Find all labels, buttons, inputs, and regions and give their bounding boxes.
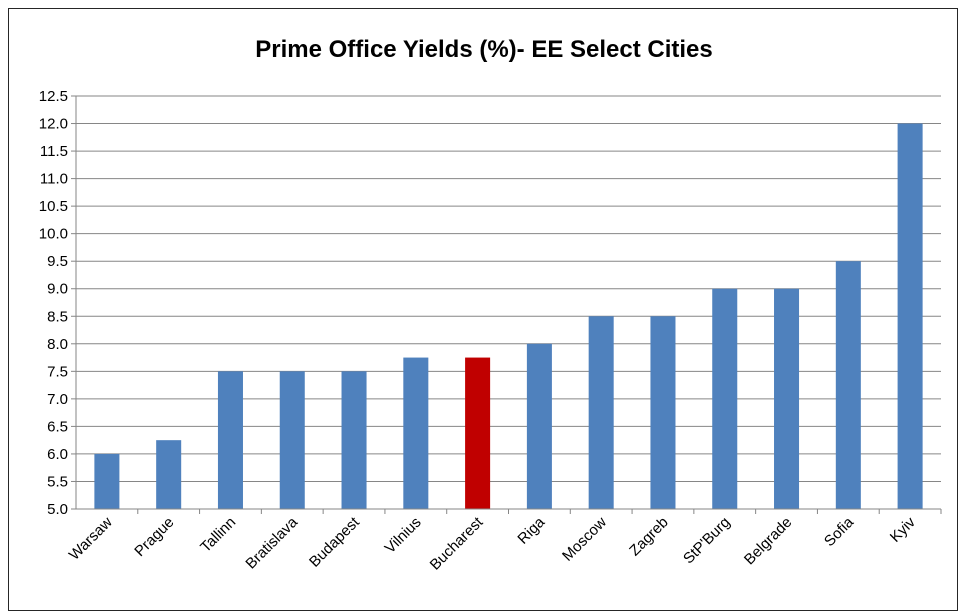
bar-kyiv xyxy=(897,123,923,510)
bar-bucharest xyxy=(465,357,491,509)
x-tick-label: Kyiv xyxy=(887,513,919,545)
bar-budapest xyxy=(341,371,367,509)
gridlines xyxy=(76,95,941,482)
y-tick-label: 9.5 xyxy=(47,253,68,270)
x-tick-label: Vilnius xyxy=(382,514,425,557)
y-tick-label: 12.0 xyxy=(39,116,68,133)
bar-prague xyxy=(156,440,182,509)
y-tick-label: 5.5 xyxy=(47,473,68,490)
y-axis-ticks: 5.0 5.5 6.0 6.5 7.0 7.5 8.0 8.5 9.0 9.5 10.0 10.5 11… xyxy=(39,88,76,518)
y-tick-label: 10.5 xyxy=(39,198,68,215)
bars xyxy=(94,123,923,510)
x-tick-label: Tallinn xyxy=(197,514,239,556)
y-tick-label: 7.0 xyxy=(47,391,68,408)
y-tick-label: 5.0 xyxy=(47,501,68,518)
y-tick-label: 8.5 xyxy=(47,308,68,325)
y-tick-label: 8.0 xyxy=(47,336,68,353)
chart-title: Prime Office Yields (%)- EE Select Citie… xyxy=(255,36,713,63)
y-tick-label: 6.5 xyxy=(47,418,68,435)
y-tick-label: 12.5 xyxy=(39,88,68,105)
x-tick-label: Moscow xyxy=(559,514,610,565)
bar-stp-burg xyxy=(712,288,738,509)
bar-zagreb xyxy=(650,316,676,509)
x-tick-label: Warsaw xyxy=(66,514,116,564)
x-tick-label: Bucharest xyxy=(427,513,487,573)
bar-riga xyxy=(526,343,552,509)
bar-bratislava xyxy=(279,371,305,509)
x-tick-label: Riga xyxy=(514,513,548,547)
axes xyxy=(75,96,941,510)
y-tick-label: 10.0 xyxy=(39,226,68,243)
x-tick-label: Belgrade xyxy=(741,514,795,568)
bar-chart: Prime Office Yields (%)- EE Select Citie… xyxy=(39,36,942,574)
bar-warsaw xyxy=(94,453,120,509)
x-tick-label: Prague xyxy=(131,514,177,560)
x-tick-label: StP'Burg xyxy=(680,514,734,568)
bar-moscow xyxy=(588,316,614,509)
y-tick-label: 7.5 xyxy=(47,363,68,380)
y-tick-label: 11.5 xyxy=(40,143,68,160)
bar-sofia xyxy=(835,261,861,509)
x-tick-label: Zagreb xyxy=(626,514,672,560)
y-tick-label: 6.0 xyxy=(47,446,68,463)
y-tick-label: 9.0 xyxy=(47,281,68,298)
x-tick-label: Bratislava xyxy=(242,513,301,572)
chart-frame: Prime Office Yields (%)- EE Select Citie… xyxy=(8,8,958,611)
bar-tallinn xyxy=(217,371,243,509)
x-axis-ticks: Warsaw Prague Tallinn Bratislava Budapest Vil… xyxy=(66,509,942,574)
bar-belgrade xyxy=(774,288,800,509)
x-tick-label: Budapest xyxy=(306,513,363,570)
x-tick-label: Sofia xyxy=(821,513,858,550)
bar-vilnius xyxy=(403,357,429,509)
y-tick-label: 11.0 xyxy=(40,171,68,188)
